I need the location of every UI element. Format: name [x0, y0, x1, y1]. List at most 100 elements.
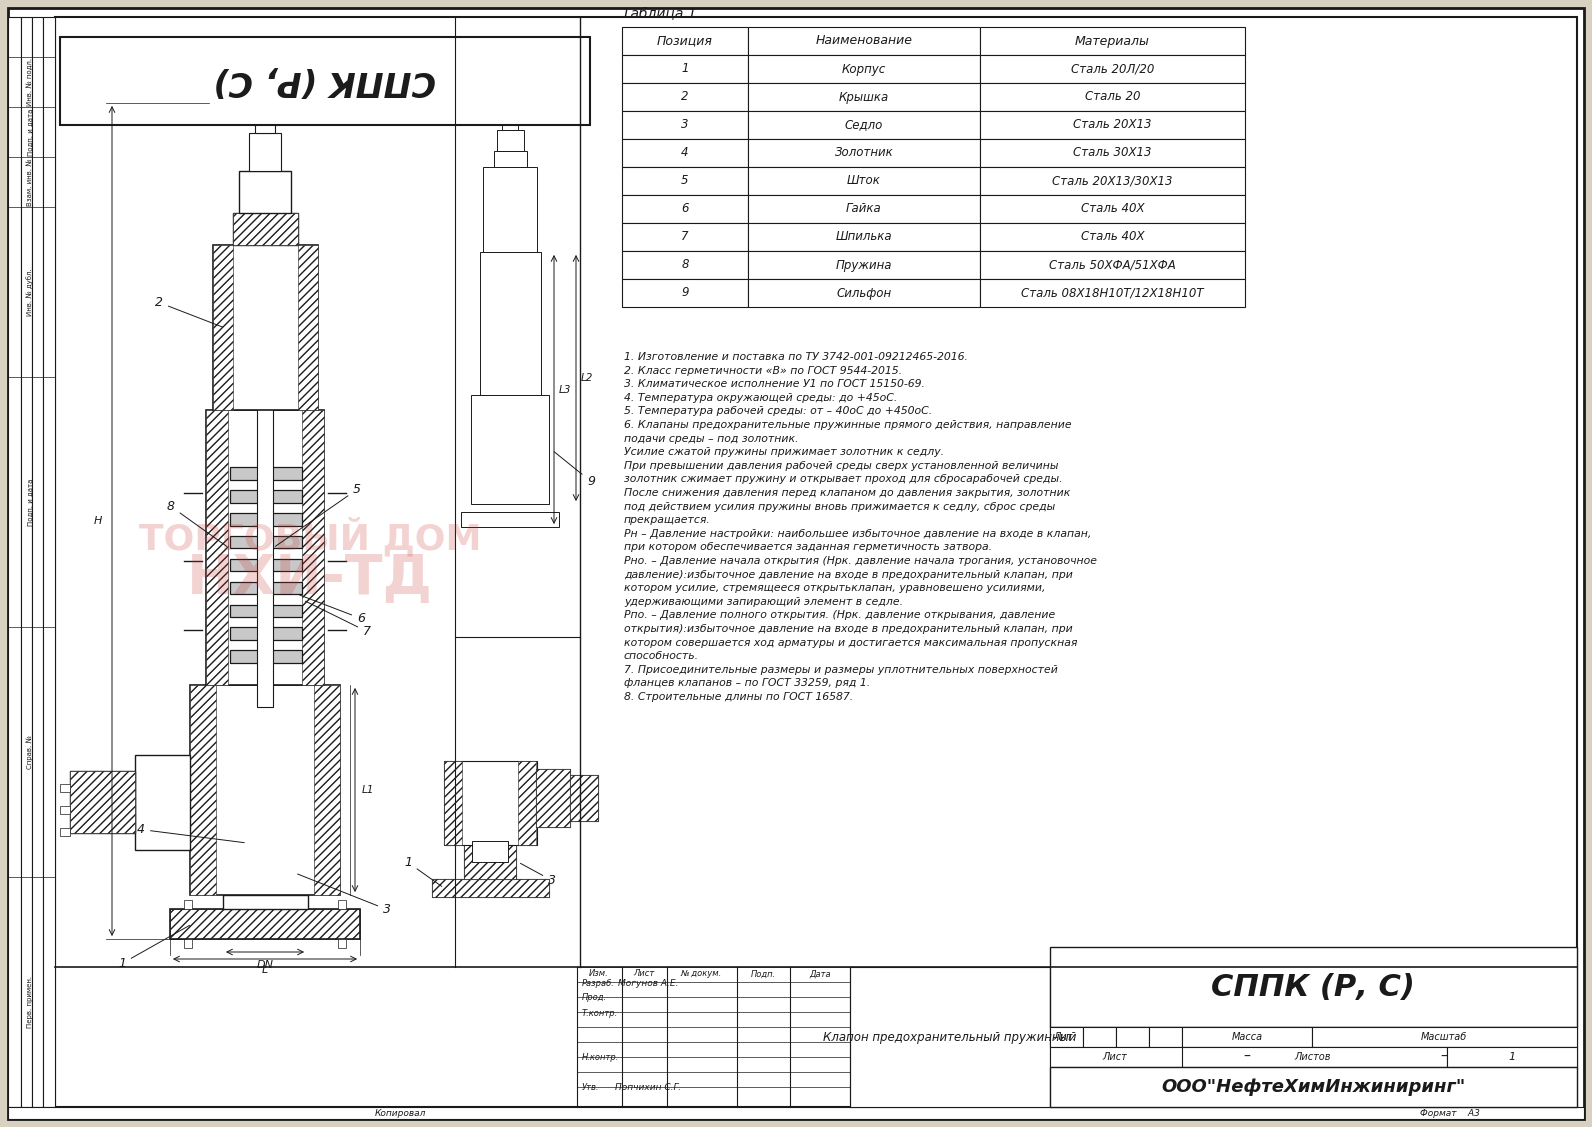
Bar	[622, 251, 748, 279]
Bar	[748, 110, 981, 139]
Text: Сталь 20Х13/30Х13: Сталь 20Х13/30Х13	[1052, 175, 1173, 187]
Bar	[1149, 1027, 1181, 1047]
Bar	[205, 410, 325, 685]
Bar	[213, 245, 232, 410]
Text: L2: L2	[581, 373, 594, 383]
Bar	[1051, 1027, 1083, 1047]
Bar	[471, 394, 549, 504]
Bar	[501, 110, 517, 130]
Bar	[981, 55, 1245, 83]
Bar	[213, 245, 318, 410]
Text: 3: 3	[298, 875, 392, 916]
Text: 5: 5	[275, 483, 361, 547]
Bar	[981, 83, 1245, 110]
Bar	[1051, 1067, 1578, 1107]
Text: Подп.: Подп.	[750, 969, 775, 978]
Text: 1. Изготовление и поставка по ТУ 3742-001-09212465-2016.
2. Класс герметичности : 1. Изготовление и поставка по ТУ 3742-00…	[624, 352, 1097, 702]
Bar	[185, 939, 193, 948]
Bar	[135, 755, 189, 850]
Bar	[505, 88, 514, 97]
Text: Масса: Масса	[1232, 1032, 1262, 1042]
Bar	[229, 628, 302, 640]
Bar	[622, 195, 748, 223]
Bar	[1447, 1047, 1578, 1067]
Bar	[981, 223, 1245, 251]
Bar	[463, 845, 516, 879]
Text: L3: L3	[559, 385, 572, 394]
Bar	[981, 195, 1245, 223]
Bar	[748, 251, 981, 279]
Bar	[229, 535, 302, 549]
Bar	[748, 279, 981, 307]
Text: Корпус: Корпус	[842, 62, 887, 76]
Bar	[229, 559, 302, 571]
Bar	[570, 775, 599, 820]
Text: Н.контр.: Н.контр.	[583, 1054, 619, 1063]
Text: НХИ-ТД: НХИ-ТД	[186, 552, 433, 606]
Bar	[537, 769, 570, 827]
Bar	[21, 17, 32, 1107]
Bar	[748, 27, 981, 55]
Bar	[256, 388, 272, 707]
Bar	[229, 582, 302, 594]
Text: L1: L1	[361, 786, 374, 795]
Text: 8: 8	[167, 500, 226, 547]
Bar	[338, 900, 345, 909]
Text: Дата: Дата	[809, 969, 831, 978]
Bar	[622, 83, 748, 110]
Bar	[462, 512, 559, 527]
Bar	[302, 410, 325, 685]
Text: 6: 6	[681, 203, 689, 215]
Bar	[622, 167, 748, 195]
Text: Золотник: Золотник	[834, 147, 893, 160]
Text: Взам. инв. №: Взам. инв. №	[27, 158, 33, 206]
Bar	[170, 909, 360, 939]
Text: L: L	[261, 965, 267, 975]
Text: Сталь 50ХФА/51ХФА: Сталь 50ХФА/51ХФА	[1049, 258, 1176, 272]
Text: Инв. № дубл.: Инв. № дубл.	[27, 268, 33, 316]
Text: Сталь 20Х13: Сталь 20Х13	[1073, 118, 1151, 132]
Text: Прод.: Прод.	[583, 994, 607, 1003]
Text: Седло: Седло	[845, 118, 884, 132]
Bar	[981, 139, 1245, 167]
Bar	[32, 17, 43, 1107]
Bar	[229, 513, 302, 525]
Bar	[239, 171, 291, 213]
Bar	[232, 213, 298, 245]
Text: DN: DN	[256, 960, 274, 970]
Text: 8: 8	[681, 258, 689, 272]
Bar	[748, 195, 981, 223]
Text: Сталь 20Л/20: Сталь 20Л/20	[1071, 62, 1154, 76]
Bar	[981, 27, 1245, 55]
Text: Сталь 40Х: Сталь 40Х	[1081, 231, 1145, 243]
Text: СППК (Р, С): СППК (Р, С)	[213, 64, 436, 98]
Bar	[189, 685, 217, 895]
Bar	[70, 771, 135, 833]
Text: Утв.: Утв.	[583, 1083, 600, 1092]
Bar	[570, 775, 599, 820]
Bar	[444, 761, 537, 845]
Text: Т.контр.: Т.контр.	[583, 1009, 618, 1018]
Bar	[259, 103, 271, 115]
Text: –: –	[1441, 1050, 1447, 1064]
Text: Клапон предохранительный пружинный: Клапон предохранительный пружинный	[823, 1030, 1076, 1044]
Bar	[517, 761, 537, 845]
Bar	[431, 879, 549, 897]
Bar	[471, 841, 508, 862]
Text: 3: 3	[521, 863, 556, 887]
Text: Сталь 30Х13: Сталь 30Х13	[1073, 147, 1151, 160]
Bar	[501, 97, 519, 110]
Text: Масштаб: Масштаб	[1422, 1032, 1468, 1042]
Bar	[622, 27, 748, 55]
Text: ТОРГОВЫЙ ДОМ: ТОРГОВЫЙ ДОМ	[139, 517, 481, 557]
Bar	[60, 806, 70, 814]
Text: Пружина: Пружина	[836, 258, 892, 272]
Text: Материалы: Материалы	[1075, 35, 1149, 47]
Bar	[981, 279, 1245, 307]
Bar	[70, 771, 135, 833]
Text: Гайка: Гайка	[845, 203, 882, 215]
Bar	[229, 467, 302, 480]
Text: Формат    А3: Формат А3	[1420, 1109, 1481, 1118]
Text: Таблица 1: Таблица 1	[622, 7, 697, 21]
Bar	[170, 909, 360, 939]
